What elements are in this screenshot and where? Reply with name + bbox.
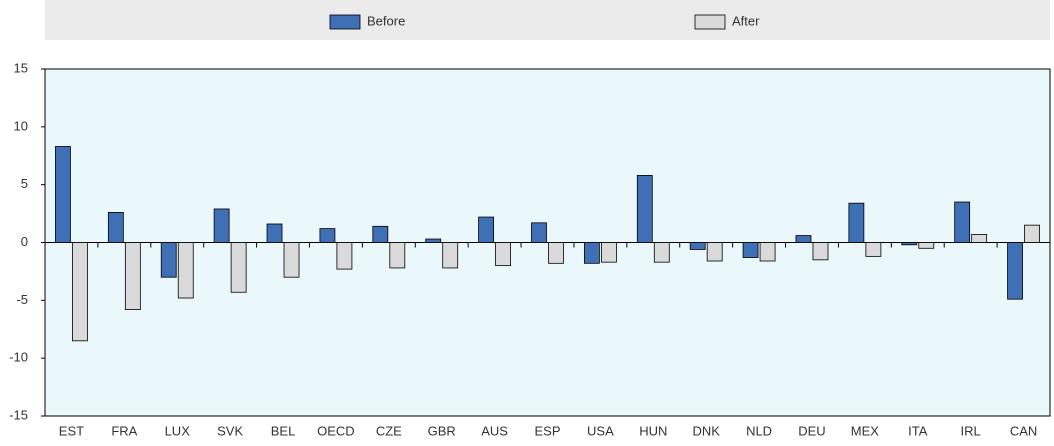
x-tick-label: AUS: [481, 423, 508, 438]
bar: [1007, 242, 1023, 300]
x-tick-label: EST: [59, 423, 84, 438]
y-tick-label: 10: [14, 118, 28, 133]
legend-swatch: [329, 14, 361, 30]
bar: [266, 223, 283, 243]
y-tick-label: -5: [16, 292, 28, 307]
bar: [124, 242, 141, 310]
x-tick-label: CAN: [1010, 423, 1037, 438]
bar: [372, 225, 389, 243]
bar: [600, 242, 617, 263]
y-tick-label: 15: [14, 60, 28, 75]
x-tick-label: USA: [587, 423, 614, 438]
x-tick-label: DNK: [692, 423, 720, 438]
bar: [425, 238, 442, 243]
legend-label: After: [732, 13, 760, 28]
bar: [812, 242, 829, 261]
bar: [55, 146, 71, 243]
bar: [336, 242, 353, 270]
bar: [795, 235, 812, 243]
bar: [954, 201, 971, 243]
x-tick-label: LUX: [165, 423, 191, 438]
y-tick-label: 0: [21, 234, 28, 249]
x-tick-label: MEX: [851, 423, 880, 438]
y-tick-label: -10: [9, 350, 28, 365]
x-tick-label: ESP: [534, 423, 560, 438]
bar: [177, 242, 194, 299]
bar: [283, 242, 300, 278]
bar: [478, 216, 495, 243]
bar: [213, 208, 230, 243]
bar: [389, 242, 406, 269]
bar: [653, 242, 670, 263]
bar: [759, 242, 776, 262]
bar: [1024, 224, 1040, 243]
bar: [706, 242, 723, 262]
bar: [971, 234, 988, 243]
x-tick-label: OECD: [317, 423, 355, 438]
x-tick-label: CZE: [376, 423, 402, 438]
bar: [583, 242, 600, 264]
x-tick-label: IRL: [961, 423, 981, 438]
x-tick-label: ITA: [908, 423, 928, 438]
legend-swatch: [694, 14, 726, 30]
y-tick-label: 5: [21, 176, 28, 191]
bar: [848, 202, 865, 243]
bar: [901, 242, 918, 246]
legend-label: Before: [367, 13, 405, 28]
x-tick-label: DEU: [798, 423, 825, 438]
x-tick-label: FRA: [111, 423, 137, 438]
x-tick-label: GBR: [428, 423, 456, 438]
bar: [742, 242, 759, 258]
bar: [107, 212, 124, 243]
bar: [495, 242, 512, 267]
bar: [689, 242, 706, 250]
bar: [636, 175, 653, 243]
bar: [918, 242, 935, 249]
bar: [865, 242, 882, 257]
x-tick-label: NLD: [746, 423, 772, 438]
bar: [442, 242, 459, 269]
bar: [72, 242, 88, 342]
bar: [531, 222, 547, 243]
x-tick-label: BEL: [271, 423, 296, 438]
bar: [319, 228, 336, 243]
bar: [230, 242, 247, 293]
legend-background: [45, 0, 1050, 40]
bar: [160, 242, 177, 278]
bar: [548, 242, 564, 264]
y-tick-label: -15: [9, 407, 28, 422]
x-tick-label: SVK: [217, 423, 243, 438]
x-tick-label: HUN: [639, 423, 667, 438]
